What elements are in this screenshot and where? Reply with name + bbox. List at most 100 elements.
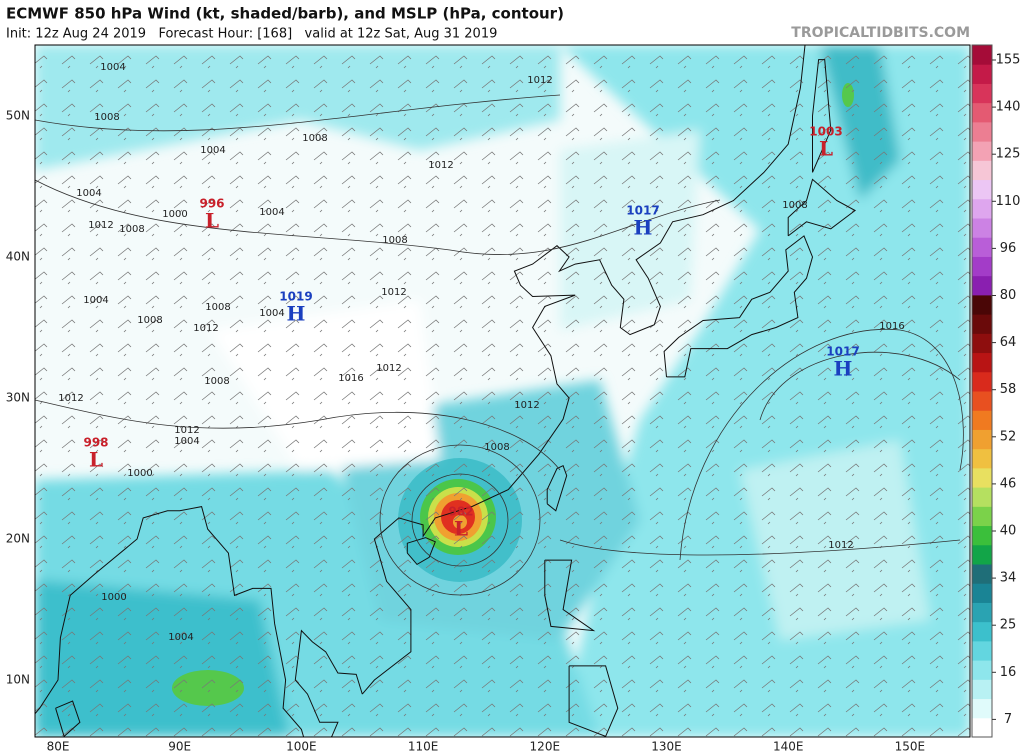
colorbar-segment [972, 45, 992, 65]
latitude-label: 10N [6, 673, 30, 687]
pressure-value: 982 [448, 505, 473, 519]
colorbar-label: 7 [1004, 712, 1012, 727]
isobar-label: 1004 [200, 145, 225, 156]
isobar-label: 1008 [205, 302, 230, 313]
longitude-label: 110E [408, 740, 439, 754]
longitude-label: 120E [530, 740, 561, 754]
colorbar-segment [972, 698, 992, 719]
colorbar-segment [972, 583, 992, 603]
latitude-label: 40N [6, 250, 30, 264]
coastline [787, 178, 857, 237]
isobar-label: 1008 [484, 442, 509, 453]
colorbar-segment [972, 141, 992, 161]
longitude-label: 90E [168, 740, 191, 754]
colorbar-label: 34 [1000, 571, 1017, 586]
pressure-letter: L [89, 448, 103, 472]
colorbar-segment [972, 314, 992, 334]
isobar-label: 1008 [94, 112, 119, 123]
pressure-value: 1019 [279, 290, 312, 304]
isobar-label: 1004 [259, 308, 284, 319]
coastline [544, 559, 596, 632]
colorbar-segment [972, 121, 992, 142]
colorbar-label: 16 [1000, 665, 1017, 680]
longitude-label: 100E [286, 740, 317, 754]
isobar-label: 1012 [527, 75, 552, 86]
coastline [406, 537, 436, 566]
map-area: 996L998L1003L1017H1019H1017H982L10041008… [35, 45, 970, 737]
watermark: TROPICALTIDBITS.COM [791, 25, 970, 41]
colorbar-label: 58 [1000, 382, 1017, 397]
isobar-label: 1000 [127, 468, 152, 479]
colorbar: 155 140 125 110 96 80 64 58 52 46 40 34 25 16 7 [971, 44, 1021, 738]
pressure-letter: L [819, 137, 833, 161]
colorbar-segment [972, 83, 992, 104]
isobar-label: 1012 [514, 400, 539, 411]
isobar-label: 1000 [162, 209, 187, 220]
pressure-letter: L [205, 209, 219, 233]
coastline [55, 700, 81, 737]
colorbar-segment [972, 564, 992, 584]
colorbar-segment [972, 410, 992, 430]
isobar-label: 1004 [174, 436, 199, 447]
isobar-label: 1008 [119, 224, 144, 235]
isobar-label: 1012 [174, 425, 199, 436]
colorbar-segment [972, 275, 992, 296]
colorbar-segment [972, 448, 992, 469]
title: ECMWF 850 hPa Wind (kt, shaded/barb), an… [6, 5, 564, 23]
colorbar-segment [972, 602, 992, 623]
colorbar-segment [972, 660, 992, 680]
isobar-label: 1004 [76, 188, 101, 199]
colorbar-segment [972, 717, 992, 738]
colorbar-label: 25 [1000, 618, 1017, 633]
isobar-label: 1012 [428, 160, 453, 171]
colorbar-segment [972, 621, 992, 642]
coastlines [35, 45, 857, 737]
longitude-label: 150E [895, 740, 926, 754]
pressure-letter: H [634, 216, 653, 240]
latitude-label: 30N [6, 391, 30, 405]
colorbar-segment [972, 506, 992, 527]
isobar-label: 1012 [88, 220, 113, 231]
colorbar-segment [972, 352, 992, 373]
pressure-value: 998 [83, 436, 108, 450]
isobar-label: 1012 [376, 363, 401, 374]
isobar-label: 1004 [168, 632, 193, 643]
colorbar-label: 110 [996, 194, 1021, 209]
isobar-label: 1012 [381, 287, 406, 298]
coastline [663, 235, 814, 378]
wind-barbs [35, 45, 970, 737]
pressure-value: 1017 [626, 204, 659, 218]
colorbar-segment [972, 179, 992, 200]
pressure-letter: H [287, 302, 306, 326]
isobars [35, 94, 964, 596]
colorbar-label: 40 [1000, 524, 1017, 539]
isobar-label: 1016 [879, 321, 904, 332]
colorbar-segment [972, 525, 992, 546]
colorbar-label: 155 [996, 53, 1021, 68]
isobar-label: 1004 [100, 62, 125, 73]
coastline [294, 629, 363, 737]
subtitle: Init: 12z Aug 24 2019 Forecast Hour: [16… [6, 27, 497, 42]
colorbar-frame [971, 44, 993, 738]
colorbar-segment [972, 102, 992, 123]
isobar-label: 1004 [259, 207, 284, 218]
latitude-label: 20N [6, 532, 30, 546]
colorbar-segment [972, 333, 992, 354]
map-frame [34, 44, 971, 738]
colorbar-segment [972, 467, 992, 488]
isobar-label: 1016 [338, 373, 363, 384]
colorbar-segment [972, 218, 992, 238]
colorbar-label: 125 [996, 147, 1021, 162]
colorbar-segment [972, 640, 992, 661]
isobar-label: 1012 [193, 323, 218, 334]
isobar-label: 1012 [58, 393, 83, 404]
isobar-label: 1008 [302, 133, 327, 144]
isobar-label: 1012 [828, 540, 853, 551]
pressure-letter: L [454, 517, 468, 541]
colorbar-segment [972, 160, 992, 181]
coastline [361, 45, 806, 695]
colorbar-label: 64 [1000, 335, 1017, 350]
colorbar-segment [972, 294, 992, 315]
colorbar-label: 46 [1000, 476, 1017, 491]
